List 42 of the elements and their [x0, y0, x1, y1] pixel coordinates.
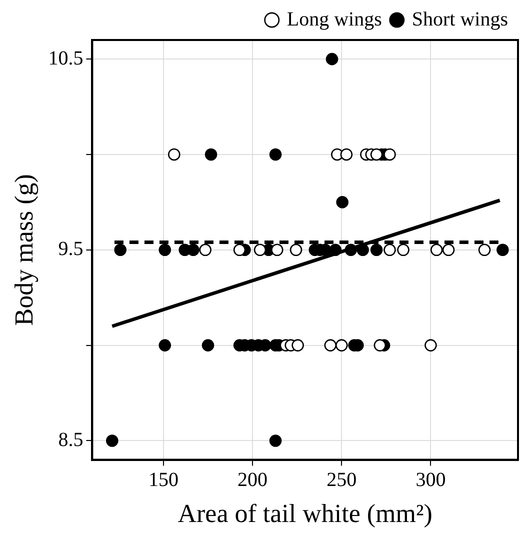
point	[370, 244, 383, 256]
point	[270, 244, 284, 256]
x-axis-title: Area of tail white (mm²)	[178, 499, 432, 528]
point	[384, 244, 396, 256]
point	[326, 52, 338, 66]
legend-label: Long wings	[286, 8, 382, 30]
point	[199, 244, 212, 256]
point	[324, 339, 337, 352]
point	[290, 244, 302, 256]
y-tick-label: 9.5	[58, 238, 84, 260]
point	[269, 148, 282, 161]
point	[430, 244, 443, 256]
point	[233, 244, 246, 256]
point	[292, 339, 304, 352]
point	[424, 339, 437, 352]
point	[384, 148, 396, 161]
point	[397, 244, 410, 256]
point	[442, 244, 455, 256]
point	[336, 196, 348, 208]
point	[496, 244, 509, 256]
point	[158, 244, 172, 256]
point	[114, 244, 126, 256]
point	[340, 148, 353, 161]
x-tick-label: 200	[238, 469, 268, 492]
point	[478, 244, 491, 256]
y-tick-label: 8.5	[58, 428, 84, 451]
y-tick-label: 10.5	[48, 47, 84, 70]
point	[374, 339, 386, 352]
point	[158, 339, 172, 352]
point	[269, 434, 282, 447]
point	[202, 339, 214, 352]
point	[168, 148, 180, 161]
x-tick-label: 250	[326, 469, 357, 492]
point	[335, 339, 348, 352]
point	[254, 244, 266, 256]
y-axis-title: Body mass (g)	[9, 174, 38, 326]
point	[106, 434, 118, 447]
point	[204, 148, 218, 161]
x-tick-label: 300	[416, 469, 446, 492]
legend-label: Short wings	[412, 8, 508, 30]
x-tick-label: 150	[148, 469, 178, 492]
point	[370, 148, 383, 161]
